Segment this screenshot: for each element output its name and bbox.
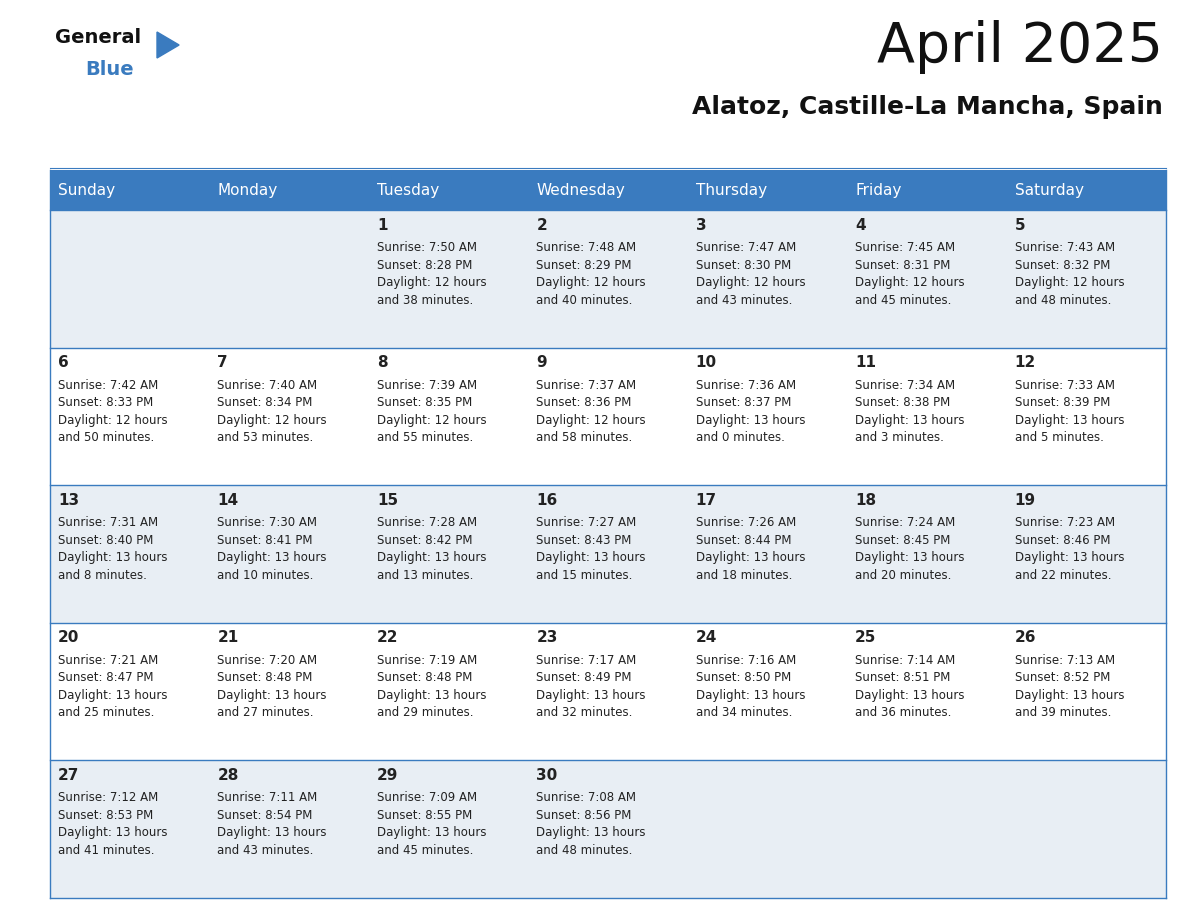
Text: Sunrise: 7:47 AM
Sunset: 8:30 PM
Daylight: 12 hours
and 43 minutes.: Sunrise: 7:47 AM Sunset: 8:30 PM Dayligh… [696, 241, 805, 307]
Text: 27: 27 [58, 768, 80, 783]
Text: Friday: Friday [855, 183, 902, 197]
FancyBboxPatch shape [209, 170, 368, 210]
Text: 28: 28 [217, 768, 239, 783]
Text: Monday: Monday [217, 183, 278, 197]
FancyBboxPatch shape [50, 210, 1165, 348]
Text: Tuesday: Tuesday [377, 183, 440, 197]
Text: 30: 30 [536, 768, 557, 783]
Text: Sunrise: 7:33 AM
Sunset: 8:39 PM
Daylight: 13 hours
and 5 minutes.: Sunrise: 7:33 AM Sunset: 8:39 PM Dayligh… [1015, 378, 1124, 444]
Text: 12: 12 [1015, 355, 1036, 370]
Text: Sunrise: 7:16 AM
Sunset: 8:50 PM
Daylight: 13 hours
and 34 minutes.: Sunrise: 7:16 AM Sunset: 8:50 PM Dayligh… [696, 654, 805, 720]
Text: Thursday: Thursday [696, 183, 766, 197]
Text: Sunrise: 7:11 AM
Sunset: 8:54 PM
Daylight: 13 hours
and 43 minutes.: Sunrise: 7:11 AM Sunset: 8:54 PM Dayligh… [217, 791, 327, 857]
FancyBboxPatch shape [50, 760, 1165, 898]
Text: Sunrise: 7:26 AM
Sunset: 8:44 PM
Daylight: 13 hours
and 18 minutes.: Sunrise: 7:26 AM Sunset: 8:44 PM Dayligh… [696, 516, 805, 582]
Text: Sunrise: 7:36 AM
Sunset: 8:37 PM
Daylight: 13 hours
and 0 minutes.: Sunrise: 7:36 AM Sunset: 8:37 PM Dayligh… [696, 378, 805, 444]
Text: 16: 16 [536, 493, 557, 508]
Text: 15: 15 [377, 493, 398, 508]
Text: Sunrise: 7:13 AM
Sunset: 8:52 PM
Daylight: 13 hours
and 39 minutes.: Sunrise: 7:13 AM Sunset: 8:52 PM Dayligh… [1015, 654, 1124, 720]
Text: Sunrise: 7:34 AM
Sunset: 8:38 PM
Daylight: 13 hours
and 3 minutes.: Sunrise: 7:34 AM Sunset: 8:38 PM Dayligh… [855, 378, 965, 444]
Text: 5: 5 [1015, 218, 1025, 232]
FancyBboxPatch shape [688, 170, 847, 210]
Text: Sunrise: 7:42 AM
Sunset: 8:33 PM
Daylight: 12 hours
and 50 minutes.: Sunrise: 7:42 AM Sunset: 8:33 PM Dayligh… [58, 378, 168, 444]
FancyBboxPatch shape [50, 348, 1165, 486]
Text: 14: 14 [217, 493, 239, 508]
Text: Sunrise: 7:40 AM
Sunset: 8:34 PM
Daylight: 12 hours
and 53 minutes.: Sunrise: 7:40 AM Sunset: 8:34 PM Dayligh… [217, 378, 327, 444]
Text: Sunrise: 7:28 AM
Sunset: 8:42 PM
Daylight: 13 hours
and 13 minutes.: Sunrise: 7:28 AM Sunset: 8:42 PM Dayligh… [377, 516, 486, 582]
Text: 2: 2 [536, 218, 546, 232]
Text: 9: 9 [536, 355, 546, 370]
Text: Sunrise: 7:17 AM
Sunset: 8:49 PM
Daylight: 13 hours
and 32 minutes.: Sunrise: 7:17 AM Sunset: 8:49 PM Dayligh… [536, 654, 646, 720]
Text: Sunrise: 7:20 AM
Sunset: 8:48 PM
Daylight: 13 hours
and 27 minutes.: Sunrise: 7:20 AM Sunset: 8:48 PM Dayligh… [217, 654, 327, 720]
Text: 11: 11 [855, 355, 876, 370]
Text: Sunrise: 7:45 AM
Sunset: 8:31 PM
Daylight: 12 hours
and 45 minutes.: Sunrise: 7:45 AM Sunset: 8:31 PM Dayligh… [855, 241, 965, 307]
Text: 3: 3 [696, 218, 707, 232]
Text: Sunrise: 7:50 AM
Sunset: 8:28 PM
Daylight: 12 hours
and 38 minutes.: Sunrise: 7:50 AM Sunset: 8:28 PM Dayligh… [377, 241, 486, 307]
FancyBboxPatch shape [1006, 170, 1165, 210]
Text: 18: 18 [855, 493, 877, 508]
Text: Sunrise: 7:43 AM
Sunset: 8:32 PM
Daylight: 12 hours
and 48 minutes.: Sunrise: 7:43 AM Sunset: 8:32 PM Dayligh… [1015, 241, 1124, 307]
Text: Sunrise: 7:27 AM
Sunset: 8:43 PM
Daylight: 13 hours
and 15 minutes.: Sunrise: 7:27 AM Sunset: 8:43 PM Dayligh… [536, 516, 646, 582]
Text: 7: 7 [217, 355, 228, 370]
Text: 10: 10 [696, 355, 716, 370]
FancyBboxPatch shape [50, 486, 1165, 622]
Text: Sunrise: 7:37 AM
Sunset: 8:36 PM
Daylight: 12 hours
and 58 minutes.: Sunrise: 7:37 AM Sunset: 8:36 PM Dayligh… [536, 378, 646, 444]
Text: 1: 1 [377, 218, 387, 232]
Text: 29: 29 [377, 768, 398, 783]
Text: Wednesday: Wednesday [536, 183, 625, 197]
Text: Sunrise: 7:08 AM
Sunset: 8:56 PM
Daylight: 13 hours
and 48 minutes.: Sunrise: 7:08 AM Sunset: 8:56 PM Dayligh… [536, 791, 646, 857]
Text: 21: 21 [217, 631, 239, 645]
FancyBboxPatch shape [50, 170, 209, 210]
Text: 19: 19 [1015, 493, 1036, 508]
FancyBboxPatch shape [50, 622, 1165, 760]
Text: Sunrise: 7:48 AM
Sunset: 8:29 PM
Daylight: 12 hours
and 40 minutes.: Sunrise: 7:48 AM Sunset: 8:29 PM Dayligh… [536, 241, 646, 307]
Text: 23: 23 [536, 631, 557, 645]
Text: Sunday: Sunday [58, 183, 115, 197]
Text: Sunrise: 7:24 AM
Sunset: 8:45 PM
Daylight: 13 hours
and 20 minutes.: Sunrise: 7:24 AM Sunset: 8:45 PM Dayligh… [855, 516, 965, 582]
Text: Sunrise: 7:30 AM
Sunset: 8:41 PM
Daylight: 13 hours
and 10 minutes.: Sunrise: 7:30 AM Sunset: 8:41 PM Dayligh… [217, 516, 327, 582]
Text: Sunrise: 7:12 AM
Sunset: 8:53 PM
Daylight: 13 hours
and 41 minutes.: Sunrise: 7:12 AM Sunset: 8:53 PM Dayligh… [58, 791, 168, 857]
Text: Sunrise: 7:21 AM
Sunset: 8:47 PM
Daylight: 13 hours
and 25 minutes.: Sunrise: 7:21 AM Sunset: 8:47 PM Dayligh… [58, 654, 168, 720]
Text: Sunrise: 7:19 AM
Sunset: 8:48 PM
Daylight: 13 hours
and 29 minutes.: Sunrise: 7:19 AM Sunset: 8:48 PM Dayligh… [377, 654, 486, 720]
Text: 20: 20 [58, 631, 80, 645]
Text: 6: 6 [58, 355, 69, 370]
Text: Sunrise: 7:39 AM
Sunset: 8:35 PM
Daylight: 12 hours
and 55 minutes.: Sunrise: 7:39 AM Sunset: 8:35 PM Dayligh… [377, 378, 486, 444]
Text: Sunrise: 7:09 AM
Sunset: 8:55 PM
Daylight: 13 hours
and 45 minutes.: Sunrise: 7:09 AM Sunset: 8:55 PM Dayligh… [377, 791, 486, 857]
Text: Blue: Blue [86, 60, 133, 79]
FancyBboxPatch shape [847, 170, 1006, 210]
Text: 8: 8 [377, 355, 387, 370]
Text: Sunrise: 7:14 AM
Sunset: 8:51 PM
Daylight: 13 hours
and 36 minutes.: Sunrise: 7:14 AM Sunset: 8:51 PM Dayligh… [855, 654, 965, 720]
Text: 24: 24 [696, 631, 718, 645]
Text: 26: 26 [1015, 631, 1036, 645]
Text: General: General [55, 28, 141, 47]
FancyBboxPatch shape [529, 170, 688, 210]
Text: Sunrise: 7:31 AM
Sunset: 8:40 PM
Daylight: 13 hours
and 8 minutes.: Sunrise: 7:31 AM Sunset: 8:40 PM Dayligh… [58, 516, 168, 582]
Text: 17: 17 [696, 493, 716, 508]
Text: Saturday: Saturday [1015, 183, 1083, 197]
Polygon shape [157, 32, 179, 58]
Text: 13: 13 [58, 493, 80, 508]
FancyBboxPatch shape [368, 170, 529, 210]
Text: 4: 4 [855, 218, 866, 232]
Text: Sunrise: 7:23 AM
Sunset: 8:46 PM
Daylight: 13 hours
and 22 minutes.: Sunrise: 7:23 AM Sunset: 8:46 PM Dayligh… [1015, 516, 1124, 582]
Text: 25: 25 [855, 631, 877, 645]
Text: April 2025: April 2025 [877, 20, 1163, 74]
Text: 22: 22 [377, 631, 398, 645]
Text: Alatoz, Castille-La Mancha, Spain: Alatoz, Castille-La Mancha, Spain [693, 95, 1163, 119]
